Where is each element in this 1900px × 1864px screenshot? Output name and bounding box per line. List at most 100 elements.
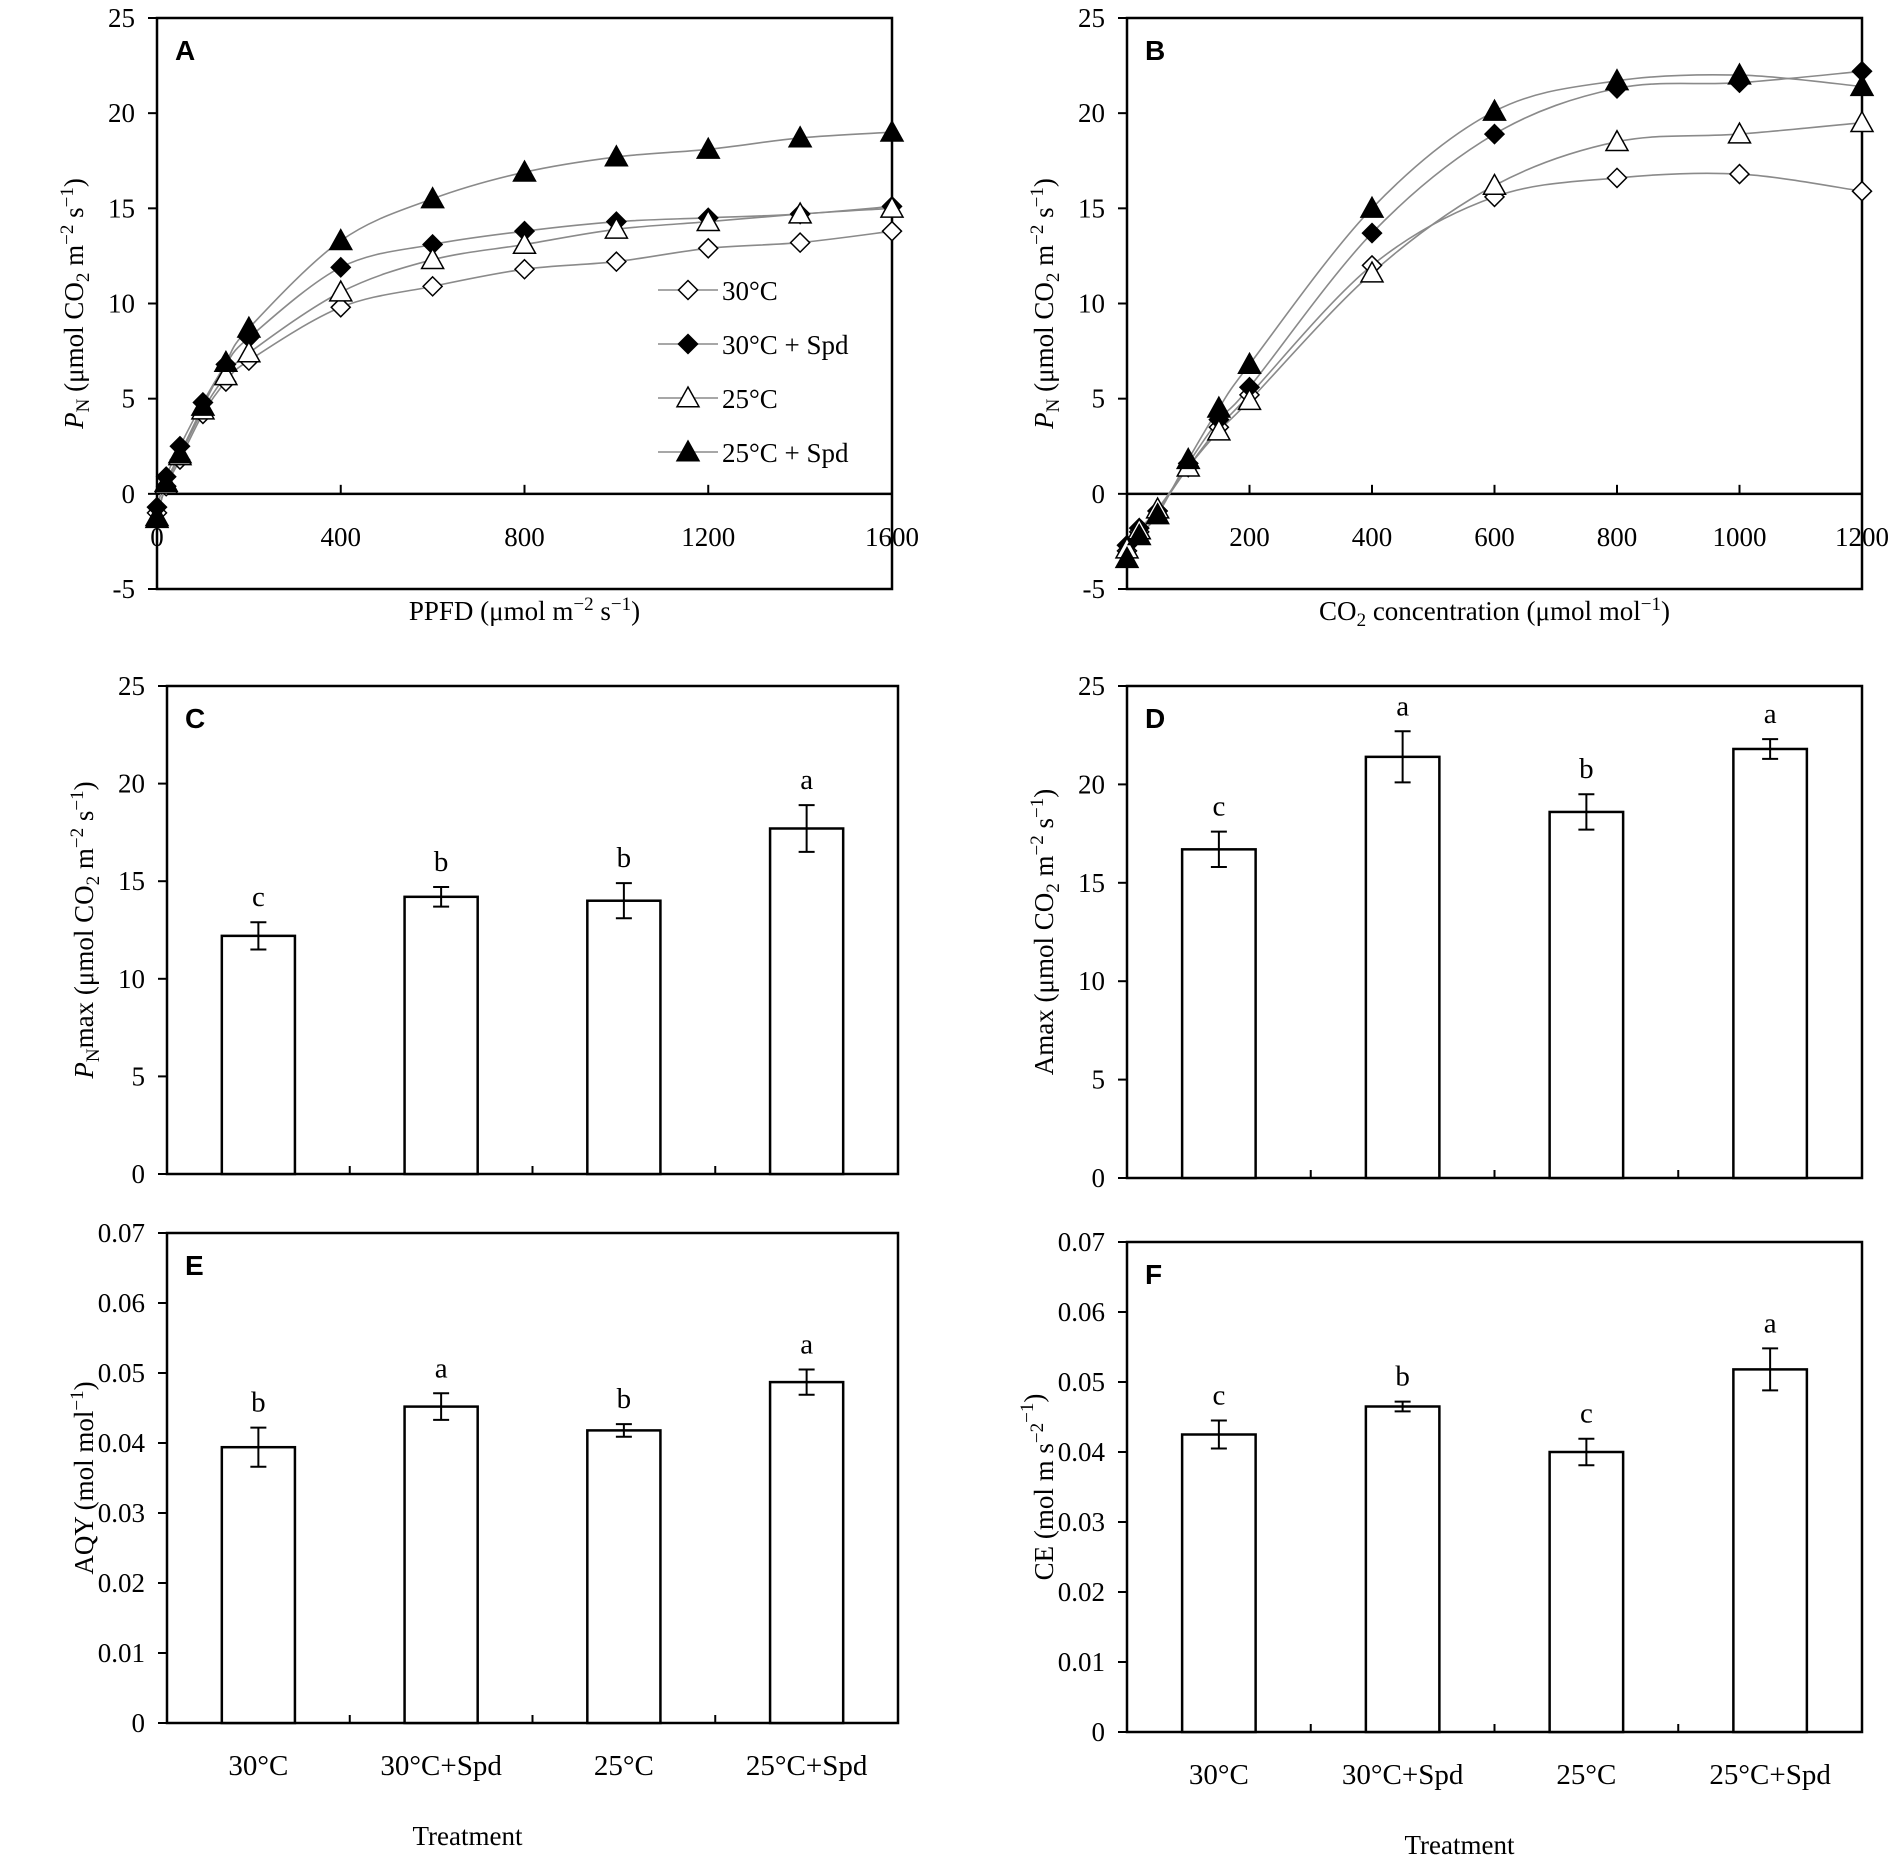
category-label: 25°C [594, 1750, 654, 1782]
data-point [236, 340, 262, 363]
panel-b: 200 400 600 800 1000 1200 -5 0 5 10 15 20 25 B PN (μmo… [1027, 3, 1889, 631]
panel-label: C [185, 703, 205, 734]
data-point [1145, 502, 1170, 525]
y-tick-label: 0.04 [1058, 1437, 1106, 1467]
data-point [879, 119, 905, 142]
y-tick-label: 5 [132, 1061, 146, 1091]
y-tick-label: 20 [108, 98, 135, 128]
category-label: 30°C+Spd [1342, 1759, 1464, 1791]
panel-label: D [1145, 703, 1165, 734]
y-tick-label: 15 [118, 866, 145, 896]
y-tick-label: 15 [108, 193, 135, 223]
data-point [328, 279, 354, 302]
y-tick-label: 25 [118, 671, 145, 701]
y-tick-label: 10 [1078, 966, 1105, 996]
significance-letter: c [1212, 791, 1225, 823]
data-point [1851, 180, 1873, 202]
y-tick-label: 0.01 [98, 1638, 145, 1668]
x-tick-label: 600 [1474, 522, 1515, 552]
data-point [1482, 98, 1507, 121]
panel-label: B [1145, 35, 1165, 66]
series-3-markers [144, 119, 905, 529]
y-tick-label: 20 [118, 769, 145, 799]
series-0-markers [1116, 163, 1873, 562]
x-tick-label: 1600 [865, 522, 919, 552]
y-axis-title: PNmax (μmol CO2 m−2 s−1) [67, 781, 104, 1079]
panel-f: 0 0.01 0.02 0.03 0.04 0.05 0.06 0.07 c 30°C b 30°C+… [1017, 1227, 1864, 1860]
series-0-markers [146, 220, 903, 524]
data-point [1206, 395, 1232, 418]
bar-2 [1548, 1450, 1625, 1734]
bar-3 [768, 827, 845, 1176]
data-point [1606, 167, 1628, 189]
y-tick-label: 25 [108, 3, 135, 33]
bar-0 [220, 1445, 297, 1725]
data-point [330, 256, 352, 278]
category-label: 30°C [1189, 1759, 1249, 1791]
data-point [1206, 418, 1232, 441]
significance-letter: a [800, 764, 813, 796]
panel-d: 0 5 10 15 20 25 c a b a D Amax (μmol CO2 m−2 s−1) [1027, 671, 1864, 1193]
legend: 30°C 30°C + Spd 25°C 25°C + Spd [658, 276, 849, 468]
y-tick-label: 0 [1092, 479, 1106, 509]
y-tick-label: 0.01 [1058, 1647, 1105, 1677]
y-axis-title: Amax (μmol CO2 m−2 s−1) [1027, 789, 1064, 1075]
data-point [605, 251, 627, 273]
x-tick-label: 1200 [1835, 522, 1889, 552]
y-tick-label: -5 [1083, 574, 1106, 604]
y-tick-label: 5 [1092, 1065, 1106, 1095]
y-tick-label: 0.07 [98, 1218, 145, 1248]
y-tick-label: 5 [1092, 384, 1106, 414]
significance-letter: a [1396, 690, 1409, 722]
data-point [1114, 546, 1140, 569]
bar-0 [1180, 1433, 1257, 1734]
y-tick-label: 0 [1092, 1163, 1106, 1193]
data-point [1727, 121, 1752, 144]
y-tick-label: 0 [1092, 1717, 1106, 1747]
x-axis-title: Treatment [413, 1821, 523, 1851]
data-point [153, 469, 179, 492]
y-tick-label: 0.07 [1058, 1227, 1105, 1257]
y-tick-label: 0.03 [1058, 1507, 1105, 1537]
y-tick-label: 10 [1078, 289, 1105, 319]
panel-c: 0 5 10 15 20 25 c b b a C PNmax (μmol CO2 m−2 s−1) [67, 671, 900, 1189]
data-point [420, 247, 445, 270]
significance-letter: b [1395, 1361, 1410, 1393]
data-point [697, 237, 719, 259]
category-label: 25°C+Spd [746, 1750, 868, 1782]
significance-letter: a [1764, 698, 1777, 730]
bar-3 [768, 1380, 845, 1725]
significance-letter: c [252, 881, 265, 913]
series-3-markers [1114, 62, 1875, 569]
category-label: 30°C+Spd [380, 1750, 502, 1782]
data-point [190, 393, 216, 416]
legend-label: 25°C [722, 384, 778, 414]
bar-3 [1732, 1368, 1809, 1734]
y-tick-label: 0.02 [1058, 1577, 1105, 1607]
data-point [1604, 129, 1630, 152]
x-tick-label: 400 [321, 522, 362, 552]
data-point [1728, 163, 1751, 185]
data-point [213, 363, 239, 386]
data-point [695, 209, 721, 232]
x-tick-label: 800 [1597, 522, 1638, 552]
bar-1 [403, 895, 479, 1176]
legend-marker [677, 333, 699, 355]
significance-letter: b [1579, 753, 1594, 785]
category-label: 30°C [228, 1750, 288, 1782]
panel-e: 0 0.01 0.02 0.03 0.04 0.05 0.06 0.07 b 30°C a 30°C+… [67, 1218, 900, 1851]
category-label: 25°C [1556, 1759, 1616, 1791]
data-point [695, 136, 721, 159]
data-point [328, 228, 354, 251]
data-point [1849, 73, 1875, 97]
data-point [144, 506, 170, 529]
bar-1 [1364, 755, 1441, 1180]
data-point [1604, 68, 1630, 91]
y-tick-label: 15 [1078, 193, 1105, 223]
data-point [1237, 351, 1262, 374]
legend-label: 30°C + Spd [722, 330, 849, 360]
bar-1 [1364, 1405, 1441, 1734]
data-point [420, 186, 445, 209]
panel-a: 0 400 800 1200 1600 -5 0 5 10 15 20 25 A PN (μmol CO2… [57, 3, 919, 626]
bar-3 [1732, 747, 1809, 1180]
